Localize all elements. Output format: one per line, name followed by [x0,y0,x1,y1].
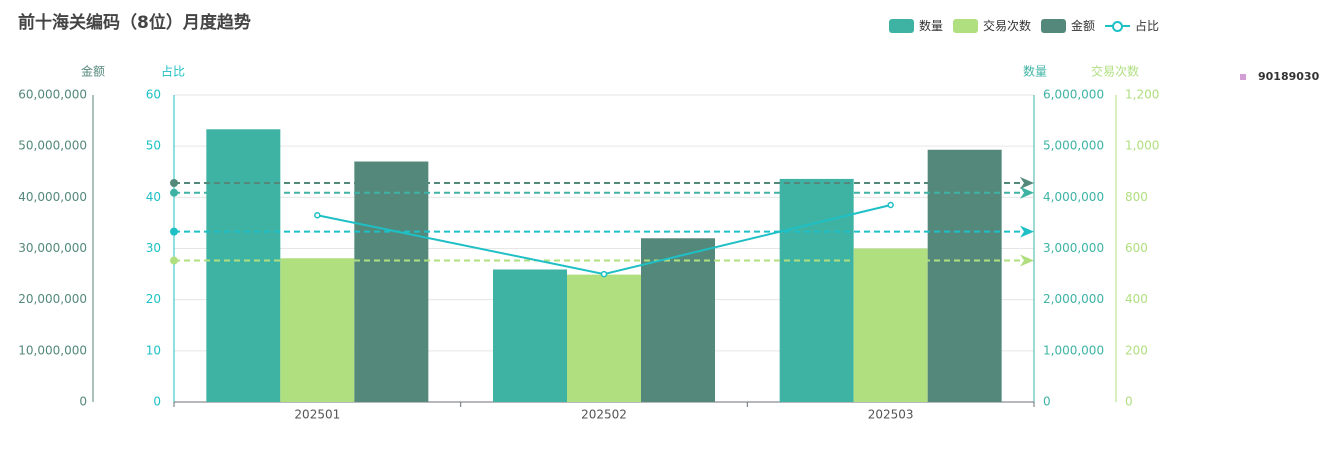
side-legend-dot-icon [1240,73,1246,80]
legend-item-amount[interactable]: 金额 [1041,17,1095,34]
side-legend-label: 90189030 [1258,70,1320,83]
mean-line-arrow-quantity [1020,186,1034,199]
legend-item-trades[interactable]: 交易次数 [953,17,1031,34]
tick-label-amount: 30,000,000 [18,241,87,255]
tick-label-quantity: 3,000,000 [1043,241,1104,255]
tick-label-quantity: 0 [1043,395,1051,409]
legend-label-trades: 交易次数 [983,19,1032,33]
axis-name-quantity: 数量 [1023,64,1047,79]
bar-trades[interactable] [853,248,928,403]
chart-title: 前十海关编码（8位）月度趋势 [18,13,251,33]
legend-swatch-trades [953,18,979,33]
tick-label-share: 0 [153,395,161,409]
bar-quantity[interactable] [779,178,854,402]
bar-quantity[interactable] [493,269,567,402]
tick-label-trades: 400 [1125,292,1148,306]
legend-label-amount: 金额 [1071,19,1096,33]
mean-line-arrow-share [1020,225,1034,238]
tick-label-share: 30 [146,241,161,255]
legend-label-quantity: 数量 [919,19,944,33]
bar-quantity[interactable] [206,129,281,402]
bar-amount[interactable] [927,149,1002,402]
tick-label-quantity: 1,000,000 [1043,343,1104,357]
x-tick-label: 202503 [868,408,914,422]
tick-label-amount: 20,000,000 [18,292,87,306]
tick-label-trades: 800 [1125,190,1148,204]
legend-item-quantity[interactable]: 数量 [889,17,943,34]
bar-trades[interactable] [567,274,641,402]
mean-line-start-amount [170,179,178,188]
tick-label-trades: 1,000 [1125,139,1159,153]
line-point-share[interactable] [314,211,321,219]
tick-label-trades: 0 [1125,395,1133,409]
tick-label-quantity: 4,000,000 [1043,190,1104,204]
x-tick-label: 202501 [294,408,340,422]
tick-label-share: 10 [146,343,161,357]
axis-name-amount: 金额 [81,64,105,79]
legend-swatch-quantity [889,18,914,33]
side-legend-item[interactable]: 90189030 [1240,70,1319,83]
mean-line-start-share [170,227,178,236]
line-point-share[interactable] [887,201,894,209]
bar-trades[interactable] [280,258,355,402]
tick-label-share: 20 [146,292,161,306]
x-tick-label: 202502 [581,408,627,422]
bar-amount[interactable] [354,161,429,402]
bar-amount[interactable] [641,238,715,402]
tick-label-amount: 0 [79,395,87,409]
legend-item-share[interactable]: 占比 [1105,17,1159,34]
tick-label-amount: 40,000,000 [18,190,87,204]
mean-line-arrow-trades [1020,254,1034,267]
tick-label-share: 60 [146,88,161,102]
tick-label-amount: 10,000,000 [18,343,87,357]
tick-label-quantity: 6,000,000 [1043,88,1104,102]
legend-swatch-share [1105,19,1131,33]
tick-label-quantity: 2,000,000 [1043,292,1104,306]
mean-line-start-quantity [170,188,178,197]
line-point-share[interactable] [600,270,608,278]
mean-line-start-trades [170,256,178,265]
chart-legend: 数量 交易次数 金额 占比 [889,17,1169,34]
tick-label-trades: 1,200 [1125,88,1159,102]
legend-label-share: 占比 [1135,19,1160,33]
tick-label-share: 50 [146,139,161,153]
tick-label-quantity: 5,000,000 [1043,139,1104,153]
tick-label-share: 40 [146,190,161,204]
tick-label-amount: 60,000,000 [18,88,87,102]
axis-name-share: 占比 [161,64,185,79]
mean-line-arrow-amount [1020,177,1034,190]
axis-name-trades: 交易次数 [1091,64,1139,79]
tick-label-amount: 50,000,000 [18,139,87,153]
tick-label-trades: 600 [1125,241,1148,255]
tick-label-trades: 200 [1125,343,1148,357]
legend-swatch-amount [1041,18,1067,33]
